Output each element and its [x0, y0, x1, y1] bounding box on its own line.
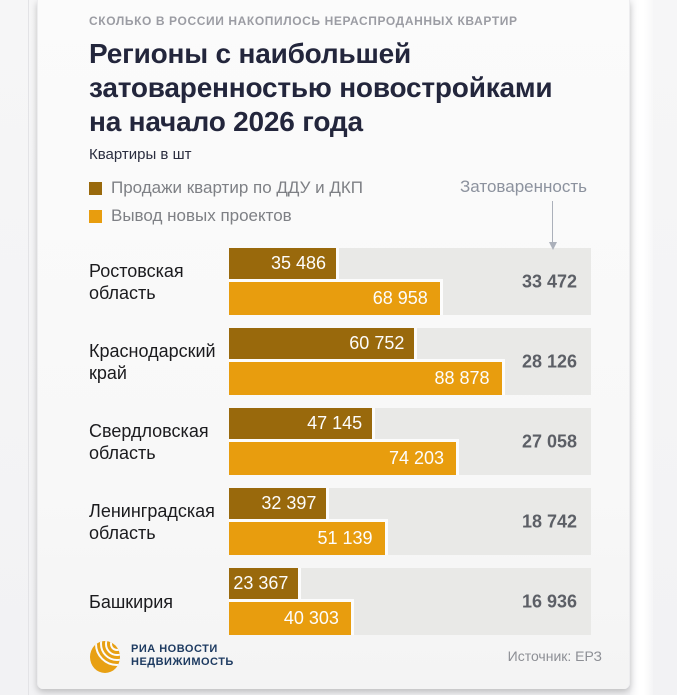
new-projects-bar: 40 303 — [229, 599, 354, 635]
overstock-value: 33 472 — [521, 271, 577, 291]
overstock-value: 27 058 — [521, 431, 577, 451]
region-label: Ростовская область — [89, 260, 184, 303]
legend: Продажи квартир по ДДУ и ДКП Вывод новых… — [89, 177, 591, 227]
sales-bar: 60 752 — [229, 328, 418, 359]
sales-bar: 23 367 — [229, 568, 302, 599]
legend-swatch — [89, 209, 102, 223]
bar-track: 60 752 88 878 28 126 — [229, 328, 591, 395]
page-title: Регионы с наибольшей затоваренностью нов… — [89, 38, 553, 137]
sales-bar-value: 32 397 — [261, 493, 317, 513]
logo-wordmark: РИА НОВОСТИ НЕДВИЖИМОСТЬ — [131, 643, 234, 668]
new-projects-bar-value: 51 139 — [317, 528, 373, 548]
bar-track: 32 397 51 139 18 742 — [229, 488, 591, 555]
new-projects-bar: 68 958 — [229, 279, 443, 315]
bar-track: 35 486 68 958 33 472 — [229, 248, 591, 315]
legend-label: Продажи квартир по ДДУ и ДКП — [111, 178, 363, 197]
legend-label: Вывод новых проектов — [111, 206, 292, 225]
sales-bar: 47 145 — [229, 408, 376, 439]
legend-swatch — [89, 181, 102, 195]
sales-bar-value: 35 486 — [270, 253, 327, 273]
page-right-gutter — [630, 0, 653, 695]
new-projects-bar: 88 878 — [229, 359, 505, 395]
ria-globe-icon — [90, 641, 120, 673]
region-label: Краснодарский край — [89, 340, 216, 383]
sales-bar-value: 60 752 — [349, 333, 405, 353]
chart-row: Ленинградская область 32 397 51 139 18 7… — [89, 488, 591, 555]
new-projects-bar: 51 139 — [229, 519, 388, 555]
legend-zone: Продажи квартир по ДДУ и ДКП Вывод новых… — [89, 177, 591, 250]
ria-novosti-logo: РИА НОВОСТИ НЕДВИЖИМОСТЬ — [89, 638, 234, 674]
new-projects-bar-value: 68 958 — [372, 288, 428, 308]
chart-row: Ростовская область 35 486 68 958 33 472 — [89, 248, 591, 315]
overstock-value: 16 936 — [521, 591, 577, 611]
sales-bar: 35 486 — [229, 248, 340, 279]
new-projects-bar-value: 88 878 — [434, 368, 490, 388]
new-projects-bar: 74 203 — [229, 439, 460, 475]
overstock-annotation: Затоваренность — [460, 177, 591, 197]
chart-row: Башкирия 23 367 40 303 16 936 — [89, 568, 591, 635]
bar-track: 23 367 40 303 16 936 — [229, 568, 591, 635]
down-arrow-icon — [548, 201, 557, 250]
infographic-card: СКОЛЬКО В РОССИИ НАКОПИЛОСЬ НЕРАСПРОДАНН… — [37, 0, 630, 689]
region-label: Свердловская область — [89, 420, 209, 463]
bar-chart: Ростовская область 35 486 68 958 33 472 … — [89, 248, 591, 635]
legend-item: Продажи квартир по ДДУ и ДКП — [89, 177, 591, 199]
region-label: Башкирия — [89, 591, 174, 612]
source-label: Источник: ЕРЗ — [507, 648, 602, 664]
chart-row: Краснодарский край 60 752 88 878 28 126 — [89, 328, 591, 395]
page-left-divider — [28, 0, 29, 695]
overstock-value: 18 742 — [521, 511, 577, 531]
new-projects-bar-value: 74 203 — [389, 448, 445, 468]
legend-item: Вывод новых проектов — [89, 205, 591, 227]
overstock-value: 28 126 — [521, 351, 577, 371]
bar-track: 47 145 74 203 27 058 — [229, 408, 591, 475]
eyebrow-text: СКОЛЬКО В РОССИИ НАКОПИЛОСЬ НЕРАСПРОДАНН… — [89, 14, 518, 28]
region-label: Ленинградская область — [89, 500, 215, 543]
sales-bar-value: 47 145 — [307, 413, 363, 433]
sales-bar: 32 397 — [229, 488, 330, 519]
sales-bar-value: 23 367 — [233, 573, 289, 593]
chart-units-label: Квартиры в шт — [89, 146, 192, 163]
overstock-annotation-label: Затоваренность — [460, 177, 587, 196]
footer: РИА НОВОСТИ НЕДВИЖИМОСТЬ Источник: ЕРЗ — [89, 635, 602, 677]
new-projects-bar-value: 40 303 — [283, 608, 339, 628]
chart-row: Свердловская область 47 145 74 203 27 05… — [89, 408, 591, 475]
